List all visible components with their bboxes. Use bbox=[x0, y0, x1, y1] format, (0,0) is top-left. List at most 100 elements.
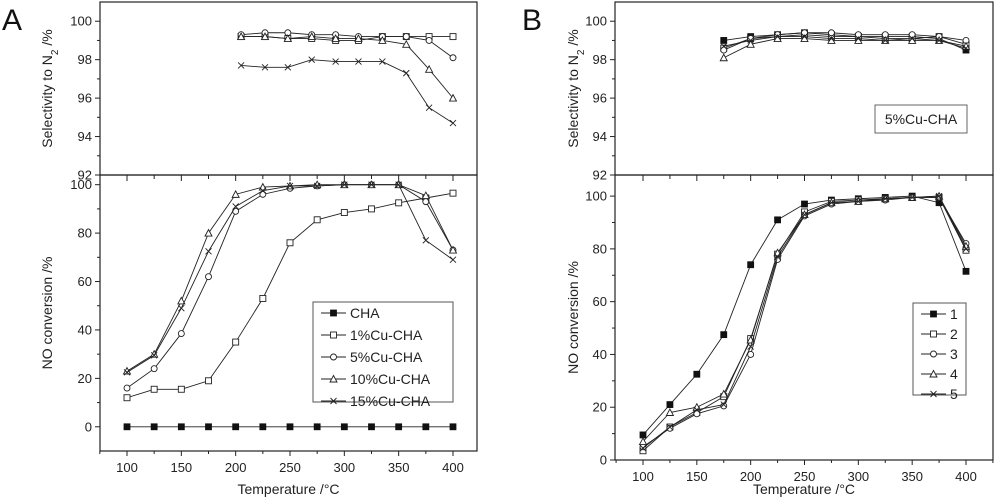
data-point bbox=[449, 423, 457, 431]
data-point bbox=[422, 237, 430, 244]
data-point bbox=[150, 365, 158, 373]
series-15-cu-cha bbox=[237, 56, 457, 127]
data-point bbox=[354, 34, 363, 42]
series-5-cu-cha bbox=[237, 29, 457, 62]
x-tick-label: 400 bbox=[955, 469, 977, 484]
marker-stroke bbox=[774, 33, 781, 40]
series-cha bbox=[123, 423, 457, 431]
marker-stroke bbox=[962, 245, 970, 253]
y-tick-label: 80 bbox=[593, 241, 607, 256]
marker-stroke bbox=[935, 37, 943, 44]
panel-letter: B bbox=[522, 4, 542, 37]
data-point bbox=[284, 64, 292, 71]
x-tick-label: 400 bbox=[442, 460, 464, 475]
series-line bbox=[241, 32, 454, 59]
legend-item: 5 bbox=[921, 386, 958, 402]
marker-stroke bbox=[747, 343, 754, 350]
data-point bbox=[666, 424, 674, 432]
legend-marker bbox=[330, 331, 337, 339]
marker-stroke bbox=[332, 58, 339, 65]
data-point bbox=[368, 205, 375, 213]
legend-label: 4 bbox=[950, 366, 958, 382]
series-line bbox=[723, 32, 967, 51]
marker-stroke bbox=[828, 35, 835, 42]
marker-stroke bbox=[286, 182, 294, 190]
y-tick-label: 0 bbox=[85, 419, 92, 434]
y-axis-label: Selectivity to N2 /% bbox=[565, 29, 587, 147]
legend-label: 3 bbox=[950, 346, 958, 362]
panel-a: A 92 94 96 98 100 Selectivity to N2 /% 0 20 40 60 8… bbox=[2, 1, 478, 497]
series-15-cu-cha bbox=[123, 181, 457, 376]
marker-stroke bbox=[368, 181, 375, 189]
data-point bbox=[395, 199, 403, 207]
y-tick-label: 100 bbox=[585, 189, 607, 204]
y-tick-label: 0 bbox=[600, 453, 607, 468]
marker-stroke bbox=[774, 253, 781, 261]
y-tick-label: 98 bbox=[593, 52, 607, 67]
y-tick-label: 60 bbox=[78, 274, 92, 289]
plot-frame bbox=[99, 1, 478, 176]
data-point bbox=[368, 423, 375, 431]
y-tick-label: 40 bbox=[78, 322, 92, 337]
data-point bbox=[774, 253, 781, 261]
data-point bbox=[231, 189, 240, 198]
data-point bbox=[331, 34, 340, 42]
y-tick-label: 100 bbox=[585, 14, 607, 29]
data-point bbox=[827, 29, 835, 37]
marker-stroke bbox=[178, 304, 185, 312]
data-point bbox=[402, 39, 411, 48]
data-point bbox=[665, 408, 675, 416]
series-line bbox=[723, 38, 967, 59]
data-point bbox=[205, 273, 212, 281]
series-2 bbox=[720, 31, 970, 52]
data-point bbox=[395, 423, 403, 431]
legend: 1 2 3 4 5 bbox=[912, 302, 967, 402]
marker-stroke bbox=[855, 35, 862, 42]
x-axis-label: Temperature /°C bbox=[753, 481, 855, 497]
series-line bbox=[723, 32, 967, 51]
legend-marker bbox=[930, 330, 937, 338]
data-point bbox=[286, 239, 294, 247]
data-point bbox=[962, 267, 970, 275]
data-point bbox=[639, 444, 647, 452]
data-point bbox=[204, 228, 213, 237]
legend-marker bbox=[930, 390, 937, 398]
data-point bbox=[261, 64, 269, 71]
legend-marker bbox=[330, 309, 337, 317]
plot-frame bbox=[614, 1, 994, 176]
marker-stroke bbox=[639, 444, 647, 452]
data-point bbox=[747, 261, 755, 269]
data-point bbox=[719, 389, 729, 398]
data-point bbox=[747, 350, 755, 358]
legend: CHA 1%Cu-CHA 5%Cu-CHA 10%Cu-CHA 15%Cu-CHA bbox=[312, 301, 454, 409]
marker-stroke bbox=[402, 69, 410, 77]
marker-stroke bbox=[330, 397, 337, 405]
series-10-cu-cha bbox=[236, 32, 458, 102]
data-point bbox=[307, 32, 316, 41]
data-point bbox=[286, 182, 294, 190]
x-tick-label: 300 bbox=[847, 469, 869, 484]
x-tick-label: 100 bbox=[632, 469, 654, 484]
data-point bbox=[232, 423, 240, 431]
legend-marker bbox=[929, 369, 938, 378]
data-point bbox=[123, 384, 131, 392]
marker-stroke bbox=[930, 390, 937, 398]
data-point bbox=[236, 32, 246, 41]
data-point bbox=[177, 296, 186, 305]
data-point bbox=[313, 216, 321, 224]
data-point bbox=[425, 104, 433, 112]
marker-stroke bbox=[259, 187, 267, 195]
data-point bbox=[402, 69, 410, 77]
data-point bbox=[123, 423, 131, 431]
subplot-bottom: 0 20 40 60 80 100 100 150 200 250 300 350 400 NO conv… bbox=[565, 174, 994, 484]
legend-marker bbox=[930, 350, 937, 358]
data-point bbox=[855, 35, 862, 42]
data-point bbox=[747, 37, 754, 44]
legend-item: 1%Cu-CHA bbox=[321, 327, 423, 343]
legend-label: 1%Cu-CHA bbox=[350, 327, 423, 343]
y-axis-label: NO conversion /% bbox=[39, 257, 55, 370]
data-point bbox=[693, 410, 701, 418]
data-point bbox=[232, 338, 240, 346]
legend-marker bbox=[330, 353, 337, 361]
